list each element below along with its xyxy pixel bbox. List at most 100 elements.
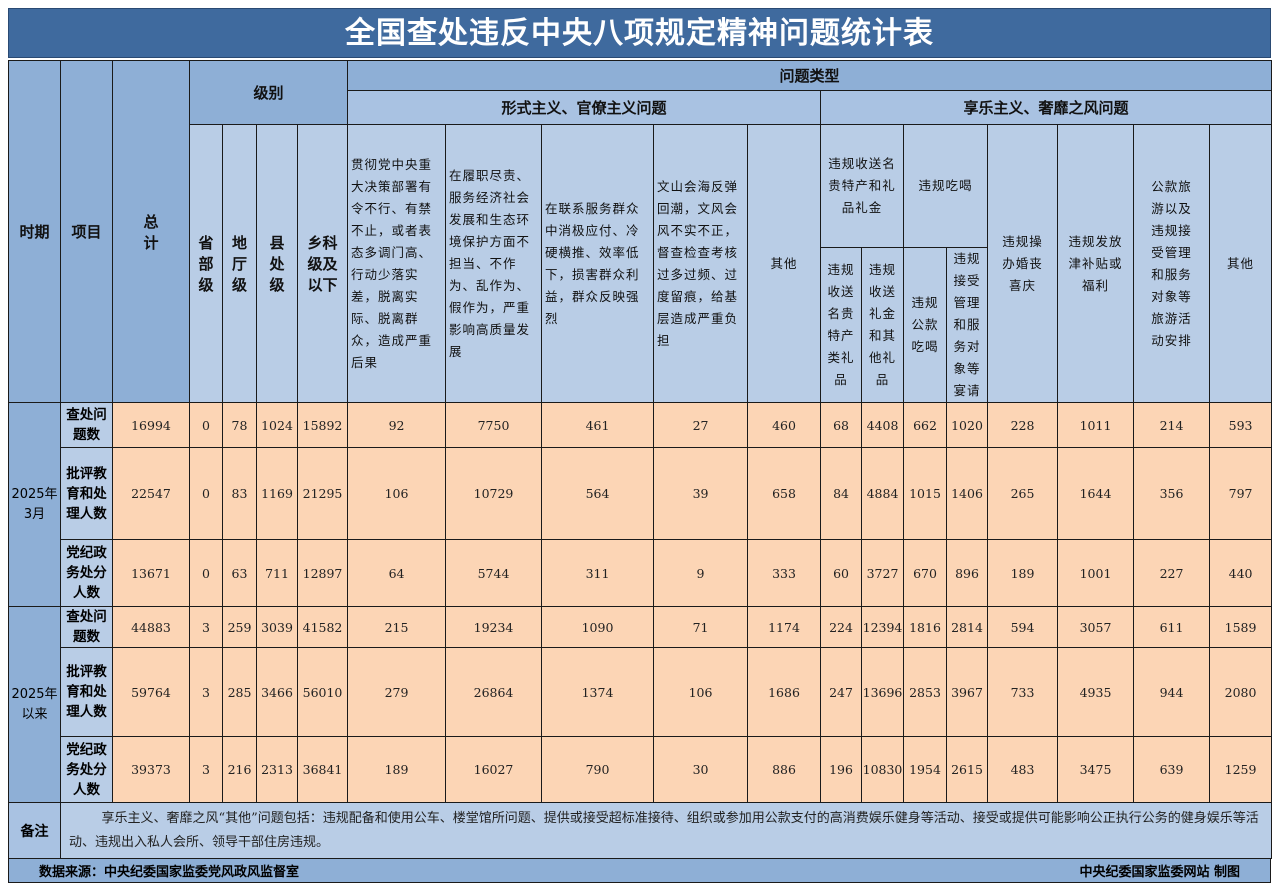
value-cell: 1020	[946, 402, 989, 448]
item-cell: 查处问题数	[60, 606, 113, 648]
value-cell: 460	[747, 402, 822, 448]
value-cell: 64	[347, 539, 447, 607]
value-cell: 189	[347, 736, 447, 803]
value-cell: 247	[820, 647, 863, 737]
value-cell: 68	[820, 402, 863, 448]
header-dining: 违规吃喝	[903, 124, 989, 248]
value-cell: 356	[1133, 447, 1211, 540]
value-cell: 790	[541, 736, 655, 803]
header-gifts-specialties: 违规收送名贵特产类礼品	[820, 247, 863, 403]
value-cell: 662	[903, 402, 948, 448]
value-cell: 593	[1209, 402, 1273, 448]
stats-document: 全国查处违反中央八项规定精神问题统计表 时期 项目 总计 级别 问题类型 形式主…	[8, 8, 1273, 883]
header-gifts-cash: 违规收送礼金和其他礼品	[861, 247, 905, 403]
value-cell: 4935	[1057, 647, 1135, 737]
header-formalism-item-4: 文山会海反弹回潮，文风会风不实不正，督查检查考核过多过频、过度留痕，给基层造成严…	[653, 124, 749, 403]
value-cell: 36841	[296, 736, 349, 803]
header-formalism: 形式主义、官僚主义问题	[347, 90, 822, 125]
value-cell: 27	[653, 402, 749, 448]
value-cell: 2313	[256, 736, 298, 803]
table-row: 党纪政务处分人数 39373 3 216 2313 36841 189 16027 790 30 8…	[9, 736, 1273, 803]
value-cell: 670	[903, 539, 948, 607]
value-cell: 1001	[1057, 539, 1135, 607]
header-formalism-item-1: 贯彻党中央重大决策部署有令不行、有禁不止，或者表态多调门高、行动少落实差，脱离实…	[347, 124, 447, 403]
value-cell: 639	[1133, 736, 1211, 803]
header-formalism-item-2: 在履职尽责、服务经济社会发展和生态环境保护方面不担当、不作为、乱作为、假作为，严…	[445, 124, 543, 403]
stats-table: 时期 项目 总计 级别 问题类型 形式主义、官僚主义问题 享乐主义、奢靡之风问题…	[8, 60, 1273, 859]
value-cell: 483	[987, 736, 1059, 803]
value-cell: 3039	[256, 606, 298, 648]
value-cell: 3967	[946, 647, 989, 737]
value-cell: 285	[222, 647, 257, 737]
value-cell: 196	[820, 736, 863, 803]
value-cell: 26864	[445, 647, 543, 737]
value-cell: 1011	[1057, 402, 1135, 448]
item-cell: 党纪政务处分人数	[60, 736, 113, 803]
item-cell: 党纪政务处分人数	[60, 539, 113, 607]
value-cell: 3	[189, 647, 223, 737]
value-cell: 3466	[256, 647, 298, 737]
value-cell: 3057	[1057, 606, 1135, 648]
value-cell: 39	[653, 447, 749, 540]
page-title: 全国查处违反中央八项规定精神问题统计表	[8, 8, 1271, 58]
value-cell: 0	[189, 402, 223, 448]
value-cell: 611	[1133, 606, 1211, 648]
value-cell: 224	[820, 606, 863, 648]
value-cell: 3727	[861, 539, 905, 607]
header-weddings-funerals: 违规操办婚丧喜庆	[987, 124, 1059, 403]
header-allowances: 违规发放津补贴或福利	[1057, 124, 1135, 403]
value-cell: 311	[541, 539, 655, 607]
value-cell: 2080	[1209, 647, 1273, 737]
header-period: 时期	[8, 60, 61, 403]
value-cell: 461	[541, 402, 655, 448]
value-cell: 733	[987, 647, 1059, 737]
value-cell: 1374	[541, 647, 655, 737]
credit: 中央纪委国家监委网站 制图	[1079, 865, 1240, 880]
value-cell: 3475	[1057, 736, 1135, 803]
value-cell: 7750	[445, 402, 543, 448]
value-cell: 21295	[296, 447, 349, 540]
value-cell: 1090	[541, 606, 655, 648]
value-cell: 1015	[903, 447, 948, 540]
value-cell: 189	[987, 539, 1059, 607]
value-cell: 106	[653, 647, 749, 737]
item-cell: 批评教育和处理人数	[60, 647, 113, 737]
value-cell: 214	[1133, 402, 1211, 448]
value-cell: 265	[987, 447, 1059, 540]
table-row: 党纪政务处分人数 13671 0 63 711 12897 64 5744 311 9 333 60 3…	[9, 539, 1273, 607]
value-cell: 3	[189, 736, 223, 803]
value-cell: 1174	[747, 606, 822, 648]
value-cell: 78	[222, 402, 257, 448]
value-cell: 13696	[861, 647, 905, 737]
value-cell: 1954	[903, 736, 948, 803]
value-cell: 1589	[1209, 606, 1273, 648]
value-cell: 279	[347, 647, 447, 737]
value-cell: 1259	[1209, 736, 1273, 803]
period-cell: 2025年以来	[8, 606, 61, 803]
value-cell: 9	[653, 539, 749, 607]
value-cell: 797	[1209, 447, 1273, 540]
header-hedonism: 享乐主义、奢靡之风问题	[820, 90, 1273, 125]
table-body: 2025年3月 查处问题数 16994 0 78 1024 15892 92 7750 461 27…	[8, 402, 1273, 803]
value-cell: 2853	[903, 647, 948, 737]
item-cell: 批评教育和处理人数	[60, 447, 113, 540]
value-cell: 227	[1133, 539, 1211, 607]
value-cell: 658	[747, 447, 822, 540]
value-cell: 259	[222, 606, 257, 648]
header-level-prefectural: 地厅级	[222, 124, 257, 403]
header-level-county: 县处级	[256, 124, 298, 403]
table-row: 2025年3月 查处问题数 16994 0 78 1024 15892 92 7750 461 27…	[8, 402, 1273, 607]
value-cell: 1169	[256, 447, 298, 540]
value-cell: 12897	[296, 539, 349, 607]
header-hedonism-other: 其他	[1209, 124, 1273, 403]
table-row: 2025年以来 查处问题数 44883 3 259 3039 41582 215 19234 10…	[8, 606, 1273, 803]
value-cell: 215	[347, 606, 447, 648]
value-cell: 0	[189, 539, 223, 607]
value-cell: 594	[987, 606, 1059, 648]
value-cell: 2814	[946, 606, 989, 648]
value-cell: 63	[222, 539, 257, 607]
value-cell: 440	[1209, 539, 1273, 607]
period-cell: 2025年3月	[8, 402, 61, 607]
notes-label: 备注	[8, 802, 61, 859]
value-cell: 564	[541, 447, 655, 540]
